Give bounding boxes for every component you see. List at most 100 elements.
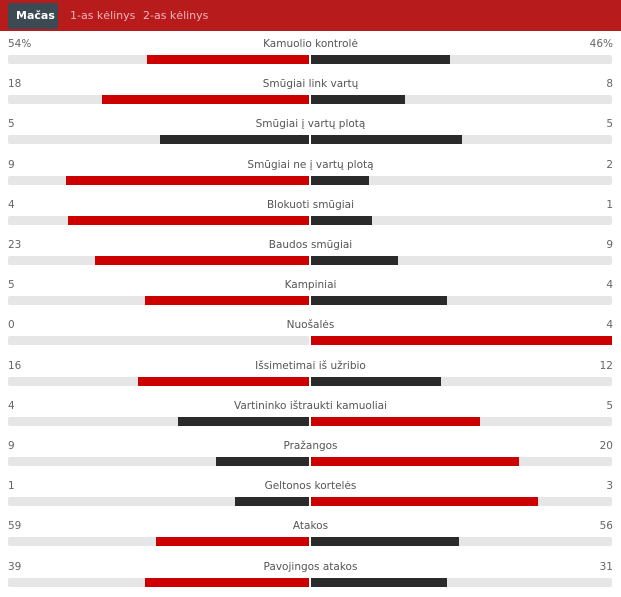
home-bar-track: [8, 376, 309, 386]
stat-row: 39 Pavojingos atakos 31: [0, 557, 621, 597]
home-bar: [178, 416, 309, 426]
home-value: 1: [8, 480, 15, 493]
stat-label: Smūgiai ne į vartų plotą: [247, 158, 374, 171]
home-bar: [145, 577, 309, 587]
away-value: 4: [606, 279, 613, 292]
away-bar: [311, 296, 447, 306]
home-bar-track: [8, 95, 309, 105]
away-bar-track: [311, 296, 612, 306]
home-value: 5: [8, 118, 15, 131]
home-bar: [95, 256, 309, 265]
home-bar-track: [8, 215, 309, 225]
away-bar: [311, 376, 441, 386]
home-bar-track: [8, 175, 309, 185]
stat-row: 4 Blokuoti smūgiai 1: [0, 195, 621, 235]
stat-label: Kampiniai: [284, 279, 337, 292]
away-value: 46%: [589, 38, 613, 50]
away-bar: [311, 577, 447, 587]
home-value: 18: [8, 78, 22, 91]
away-value: 4: [606, 319, 613, 332]
stat-row: 18 Smūgiai link vartų 8: [0, 74, 621, 114]
away-bar-track: [311, 577, 612, 587]
stat-row: 5 Kampiniai 4: [0, 275, 621, 315]
away-bar: [311, 95, 405, 105]
home-bar-track: [8, 457, 309, 466]
tab-first-half[interactable]: 1-as kėlinys: [70, 9, 136, 22]
stat-label: Smūgiai į vartų plotą: [255, 118, 366, 131]
away-bar-track: [311, 215, 612, 225]
home-bar-track: [8, 135, 309, 145]
away-bar-track: [311, 95, 612, 105]
away-bar-track: [311, 256, 612, 265]
away-value: 5: [606, 399, 613, 412]
away-bar-track: [311, 497, 612, 507]
home-value: 16: [8, 359, 22, 372]
home-bar: [160, 135, 309, 145]
home-value: 54%: [8, 38, 32, 50]
away-bar: [311, 256, 398, 265]
stat-label: Blokuoti smūgiai: [266, 198, 355, 211]
stat-row: 0 Nuošalės 4: [0, 315, 621, 355]
home-bar-track: [8, 256, 309, 265]
home-bar: [66, 175, 309, 185]
tab-match[interactable]: Mačas: [8, 3, 58, 29]
stat-label: Atakos: [292, 520, 329, 533]
home-value: 39: [8, 560, 22, 573]
stat-label: Kamuolio kontrolė: [263, 38, 358, 50]
home-bar: [138, 376, 309, 386]
away-bar-track: [311, 537, 612, 547]
stat-label: Baudos smūgiai: [268, 239, 353, 251]
stat-row: 59 Atakos 56: [0, 516, 621, 556]
tab-second-half[interactable]: 2-as kėlinys: [143, 9, 209, 22]
home-bar: [147, 55, 309, 64]
away-bar-track: [311, 457, 612, 466]
away-value: 2: [606, 158, 613, 171]
away-bar: [311, 135, 462, 145]
away-value: 12: [599, 359, 613, 372]
home-bar-track: [8, 537, 309, 547]
away-value: 1: [606, 198, 613, 211]
away-bar-track: [311, 135, 612, 145]
away-bar: [311, 336, 612, 346]
away-bar: [311, 55, 450, 64]
away-bar-track: [311, 416, 612, 426]
home-bar-track: [8, 296, 309, 306]
stat-label: Pražangos: [283, 440, 338, 452]
stat-label: Smūgiai link vartų: [262, 78, 359, 91]
away-value: 9: [606, 239, 613, 251]
stat-row: 1 Geltonos kortelės 3: [0, 476, 621, 516]
home-value: 4: [8, 198, 15, 211]
stat-label: Išsimetimai iš užribio: [255, 359, 366, 372]
away-bar-track: [311, 376, 612, 386]
away-bar: [311, 537, 459, 547]
stat-row: 4 Vartininko ištraukti kamuoliai 5: [0, 396, 621, 436]
home-bar: [235, 497, 309, 507]
away-value: 8: [606, 78, 613, 91]
stat-label: Vartininko ištraukti kamuoliai: [233, 399, 388, 412]
home-value: 59: [8, 520, 22, 533]
home-bar: [68, 215, 309, 225]
away-bar: [311, 416, 480, 426]
away-bar: [311, 175, 369, 185]
away-bar-track: [311, 175, 612, 185]
home-bar: [156, 537, 309, 547]
away-bar: [311, 215, 372, 225]
home-bar-track: [8, 577, 309, 587]
away-value: 31: [599, 560, 613, 573]
stat-row: 23 Baudos smūgiai 9: [0, 235, 621, 275]
away-value: 3: [606, 480, 613, 493]
stat-row: 9 Pražangos 20: [0, 436, 621, 476]
home-bar: [102, 95, 309, 105]
home-value: 9: [8, 158, 15, 171]
away-value: 5: [606, 118, 613, 131]
home-value: 9: [8, 440, 15, 452]
home-bar-track: [8, 416, 309, 426]
stat-label: Nuošalės: [286, 319, 335, 332]
stat-label: Geltonos kortelės: [264, 480, 357, 493]
away-value: 56: [599, 520, 613, 533]
home-value: 23: [8, 239, 22, 251]
home-bar-track: [8, 497, 309, 507]
home-bar-track: [8, 336, 309, 346]
away-bar: [311, 457, 519, 466]
stat-row: 9 Smūgiai ne į vartų plotą 2: [0, 155, 621, 195]
